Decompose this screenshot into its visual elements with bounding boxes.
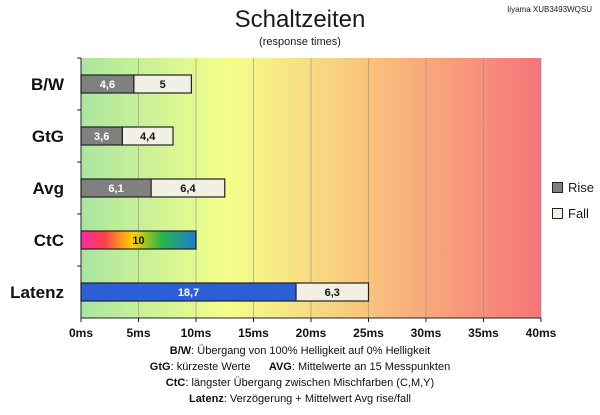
bar-fall-label: 4,4 [140,131,156,143]
x-tick-label: 20ms [296,326,327,340]
note-latenz: Latenz: Verzögerung + Mittelwert Avg ris… [188,393,412,405]
bar-rise [80,230,197,250]
x-tick-label: 0ms [69,326,93,340]
x-tick-label: 15ms [238,326,269,340]
legend-fall-label: Fall [568,206,589,221]
legend-rise: Rise [552,180,594,195]
bar-fall [121,126,174,146]
category-label: GtG [32,127,64,146]
x-tick-label: 35ms [468,326,499,340]
bar-rise-label: 6,1 [108,183,123,195]
x-tick-label: 30ms [411,326,442,340]
x-tick-label: 40ms [526,326,557,340]
chart-notes: B/W: Übergang von 100% Helligkeit auf 0%… [0,343,600,407]
bar-fall-label: 6,4 [180,183,196,195]
bar-rise-label: 3,6 [94,131,109,143]
bar-rise-label: 4,6 [100,79,115,91]
note-bw: B/W: Übergang von 100% Helligkeit auf 0%… [169,345,431,357]
note-ctc: CtC: längster Übergang zwischen Mischfar… [165,377,435,389]
chart-title: Schaltzeiten [234,6,366,33]
category-label: Avg [33,179,65,198]
bar-fall [295,282,370,302]
legend-rise-label: Rise [568,180,595,195]
x-tick-label: 5ms [126,326,150,340]
bar-rise-label: 10 [132,235,144,247]
legend-fall-swatch [552,208,563,219]
bar-rise-label: 18,7 [178,287,199,299]
bar-fall-label: 6,3 [325,287,340,299]
bar-fall-label: 5 [160,79,166,91]
bar-fall [133,74,192,94]
x-tick-label: 25ms [353,326,384,340]
note-gtg-avg: GtG: kürzeste Werte AVG: Mittelwerte an … [149,361,451,373]
category-label: Latenz [10,283,64,302]
x-tick-label: 10ms [181,326,212,340]
legend-rise-swatch [552,182,563,193]
legend-fall: Fall [552,206,589,221]
category-label: CtC [34,231,64,250]
monitor-model: Iiyama XUB3493WQSU [507,5,592,14]
category-label: B/W [31,75,65,94]
chart-subtitle: (response times) [259,36,341,48]
bar-fall [150,178,226,198]
